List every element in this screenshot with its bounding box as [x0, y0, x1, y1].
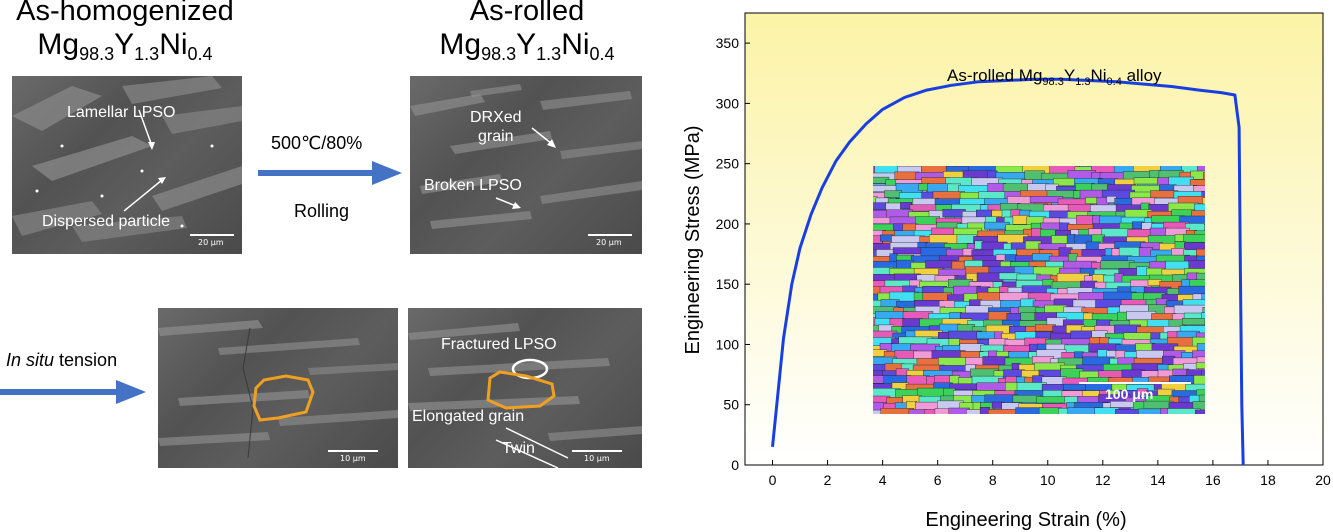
label-fractured-lpso: Fractured LPSO	[441, 336, 557, 353]
label-drxed-grain: DRXed grain	[470, 109, 522, 145]
x-tick-label: 6	[934, 472, 942, 488]
y-tick-label: 50	[723, 397, 739, 413]
y-tick-label: 300	[716, 95, 740, 111]
label-dispersed-particle: Dispersed particle	[42, 213, 171, 230]
scale-bar	[588, 234, 632, 236]
sem-image-as-rolled: DRXed grain Broken LPSO 20 μm	[410, 76, 642, 254]
ebsd-grain	[1115, 409, 1143, 414]
x-tick-label: 14	[1150, 472, 1166, 488]
ebsd-grain	[1196, 343, 1205, 358]
x-axis-label: Engineering Strain (%)	[925, 509, 1126, 531]
sem-texture	[408, 323, 642, 468]
x-tick-label: 8	[989, 472, 997, 488]
ebsd-grain	[880, 407, 915, 414]
ebsd-grain	[1177, 196, 1205, 205]
y-tick-label: 350	[716, 35, 740, 51]
ebsd-grain	[1201, 293, 1205, 304]
y-tick-label: 200	[716, 216, 740, 232]
inset-scale-label: 100 μm	[1105, 386, 1154, 402]
scale-bar	[328, 450, 378, 452]
scale-bar	[190, 234, 234, 236]
ebsd-grain	[1195, 362, 1205, 369]
ebsd-grain	[1202, 307, 1205, 317]
process-arrow	[258, 161, 402, 185]
process-method: Rolling	[294, 201, 350, 221]
stress-strain-curve	[771, 77, 1245, 466]
title-line1: As-homogenized	[16, 0, 234, 27]
sem-texture	[410, 84, 642, 229]
ebsd-grain	[1202, 197, 1205, 209]
in-situ-tension-label: In situ tension	[6, 350, 118, 370]
series-layer	[771, 77, 1245, 466]
ebsd-grain	[934, 408, 952, 414]
tension-arrow	[0, 380, 146, 404]
ebsd-grain	[987, 409, 1021, 414]
title-as-rolled: As-rolled Mg98.3Y1.3Ni0.4	[402, 0, 652, 64]
title-composition: Mg98.3Y1.3Ni0.4	[37, 28, 213, 64]
ebsd-grains	[873, 166, 1205, 414]
y-tick-label: 150	[716, 276, 740, 292]
label-broken-lpso: Broken LPSO	[424, 177, 522, 194]
x-tick-label: 16	[1205, 472, 1221, 488]
x-tick-label: 18	[1260, 472, 1276, 488]
ebsd-grain	[1160, 408, 1169, 414]
y-tick-label: 0	[731, 457, 739, 473]
sem-texture	[12, 76, 242, 242]
ebsd-grain	[873, 409, 884, 414]
ebsd-inset-map: 100 μm	[873, 166, 1205, 414]
inset-scale-bar	[1079, 382, 1191, 384]
scale-bar-label: 10 μm	[584, 454, 610, 463]
sem-texture	[158, 320, 398, 459]
process-condition: 500℃/80%	[271, 133, 363, 153]
sem-image-as-homogenized: Lamellar LPSO Dispersed particle 20 μm	[12, 76, 242, 254]
scale-bar-label: 10 μm	[340, 454, 366, 463]
scale-bar-label: 20 μm	[596, 238, 622, 247]
x-tick-label: 10	[1040, 472, 1056, 488]
ebsd-grain	[1190, 170, 1205, 180]
label-twin: Twin	[502, 440, 535, 457]
sem-image-tension-1: 10 μm	[158, 308, 398, 468]
title-line1: As-rolled	[469, 0, 585, 27]
y-tick-label: 100	[716, 336, 740, 352]
x-tick-label: 0	[769, 472, 777, 488]
scale-bar-label: 20 μm	[198, 238, 224, 247]
ebsd-grain	[1192, 336, 1205, 349]
x-tick-label: 2	[824, 472, 832, 488]
title-composition: Mg98.3Y1.3Ni0.4	[439, 28, 615, 64]
chart-annotation: As-rolled Mg98.3Y1.3Ni0.4 alloy	[947, 66, 1162, 88]
label-lamellar-lpso: Lamellar LPSO	[67, 104, 176, 121]
sem-image-tension-2: Fractured LPSO Elongated grain Twin 10 μ…	[408, 308, 642, 468]
ebsd-grain	[924, 409, 938, 414]
y-tick-label: 250	[716, 156, 740, 172]
ebsd-grain	[1195, 409, 1205, 414]
ebsd-grain	[966, 409, 983, 414]
x-tick-label: 20	[1315, 472, 1331, 488]
ebsd-grain	[1196, 389, 1205, 398]
title-as-homogenized: As-homogenized Mg98.3Y1.3Ni0.4	[0, 0, 250, 64]
ebsd-grain	[1182, 317, 1205, 326]
scale-bar	[572, 450, 622, 452]
label-elongated-grain: Elongated grain	[412, 408, 525, 425]
y-axis-label: Engineering Stress (MPa)	[682, 126, 704, 355]
x-tick-label: 12	[1095, 472, 1111, 488]
ebsd-grain	[1183, 234, 1205, 243]
x-tick-label: 4	[879, 472, 887, 488]
